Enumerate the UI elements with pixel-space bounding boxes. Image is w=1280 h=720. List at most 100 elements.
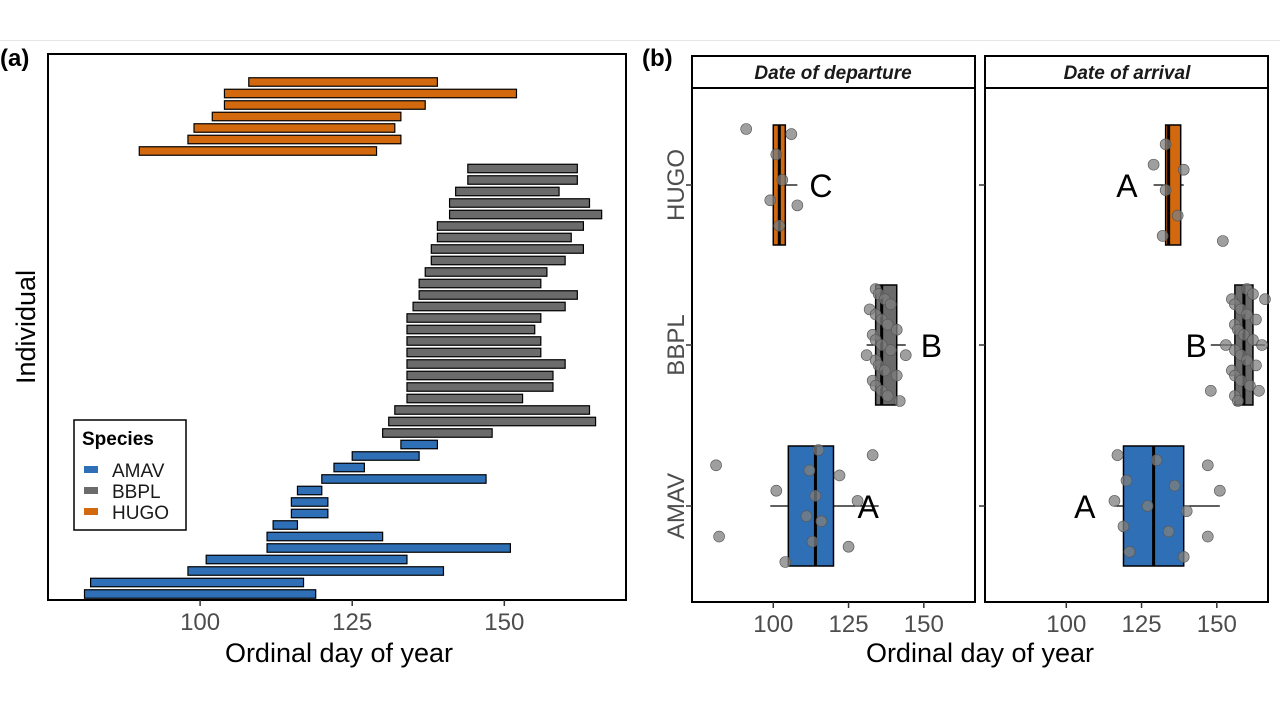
x-tick-label: 100 [180,609,220,636]
range-bar-amav [205,554,408,565]
range-bar-bbpl [430,244,585,254]
range-bar-bbpl [406,336,542,346]
group-letter-hugo: A [1116,168,1138,204]
range-bar-bbpl [406,313,542,323]
data-point [1111,449,1124,461]
range-bar-amav [272,520,299,530]
range-bar-bbpl [448,209,603,220]
range-bar-amav [400,439,438,450]
group-letter-bbpl: B [921,328,942,364]
data-point [1201,530,1214,543]
data-point [779,556,792,568]
y-tick-label-amav: AMAV [663,473,690,539]
facet-departure-title: Date of departure [754,63,912,84]
group-letter-amav: A [1074,489,1096,525]
range-bar-bbpl [430,255,566,266]
data-point [770,484,783,497]
facet-departure: Date of departure 100 125 150 C B A [686,55,976,638]
data-point [791,199,804,212]
data-point [1162,525,1175,538]
range-bar-bbpl [406,370,554,381]
x-tick-label: 125 [332,609,372,636]
data-point [1217,235,1229,247]
data-point [878,364,891,377]
range-bar-hugo [138,146,378,156]
data-point [713,530,725,543]
panel-b-y-tick-labels: HUGO BBPL AMAV [663,149,690,539]
y-tick-label-bbpl: BBPL [663,314,690,375]
data-point [809,490,822,502]
range-bar-bbpl [436,221,585,231]
data-point [899,349,912,361]
data-point [1108,495,1121,507]
range-bar-hugo [193,123,396,133]
range-bar-bbpl [394,405,591,415]
data-point [1120,474,1133,487]
data-point [842,540,855,553]
data-point [806,535,819,548]
data-point [1177,551,1190,563]
data-point [812,444,825,456]
panel-a: (a) 100 125 150 Ordinal day of year Indivi… [0,45,627,668]
range-bar-bbpl [467,163,578,174]
data-point [785,128,798,140]
range-bar-bbpl [406,347,542,358]
x-tick-label: 100 [753,611,793,638]
range-bar-bbpl [412,301,566,312]
data-point [1241,354,1253,367]
panel-a-bars [83,77,603,599]
range-bar-bbpl [406,359,566,369]
legend-label-bbpl: BBPL [112,482,161,503]
data-point [1220,339,1232,351]
data-point [884,298,897,311]
data-point [890,323,903,336]
panel-a-x-axis-title: Ordinal day of year [225,638,453,668]
data-point [893,395,906,407]
data-point [1141,500,1154,512]
data-point [773,219,786,232]
x-tick-label: 150 [484,609,524,636]
data-point [1247,288,1259,300]
x-tick-label: 100 [1046,611,1086,638]
data-point [1256,339,1268,351]
range-bar-amav [321,474,487,484]
facet-arrival-strip [984,55,1269,89]
range-bar-bbpl [382,428,493,438]
data-point [860,349,873,361]
range-bar-amav [266,531,384,542]
range-bar-bbpl [418,278,542,289]
facet-departure-content: 100 125 150 C B A [686,123,944,638]
range-bar-amav [266,543,512,553]
x-tick-label: 150 [1197,611,1237,638]
data-point [1171,209,1184,222]
legend-swatch-hugo [84,508,98,515]
range-bar-amav [187,566,445,576]
panel-b: (b) Date of departure 100 125 150 C B A Date … [642,45,1271,668]
data-point [851,495,864,507]
panel-a-letter: (a) [0,45,29,72]
range-bar-bbpl [406,324,536,335]
panel-b-x-axis-title: Ordinal day of year [866,638,1094,668]
data-point [881,318,894,331]
data-point [881,390,894,402]
data-point [1247,334,1259,346]
group-letter-hugo: C [809,168,832,204]
group-letter-bbpl: B [1186,328,1207,364]
data-point [1147,158,1160,171]
range-bar-bbpl [406,393,524,404]
data-point [770,148,783,161]
range-bar-bbpl [467,175,578,185]
legend-label-amav: AMAV [112,461,165,482]
data-point [1204,385,1217,397]
data-point [1244,379,1256,392]
range-bar-hugo [223,88,518,99]
y-tick-label-hugo: HUGO [663,149,690,221]
range-bar-amav [351,451,420,461]
data-point [1156,230,1169,242]
data-point [866,449,879,461]
data-point [1123,546,1136,558]
panel-b-letter: (b) [642,45,673,72]
data-point [803,464,816,477]
